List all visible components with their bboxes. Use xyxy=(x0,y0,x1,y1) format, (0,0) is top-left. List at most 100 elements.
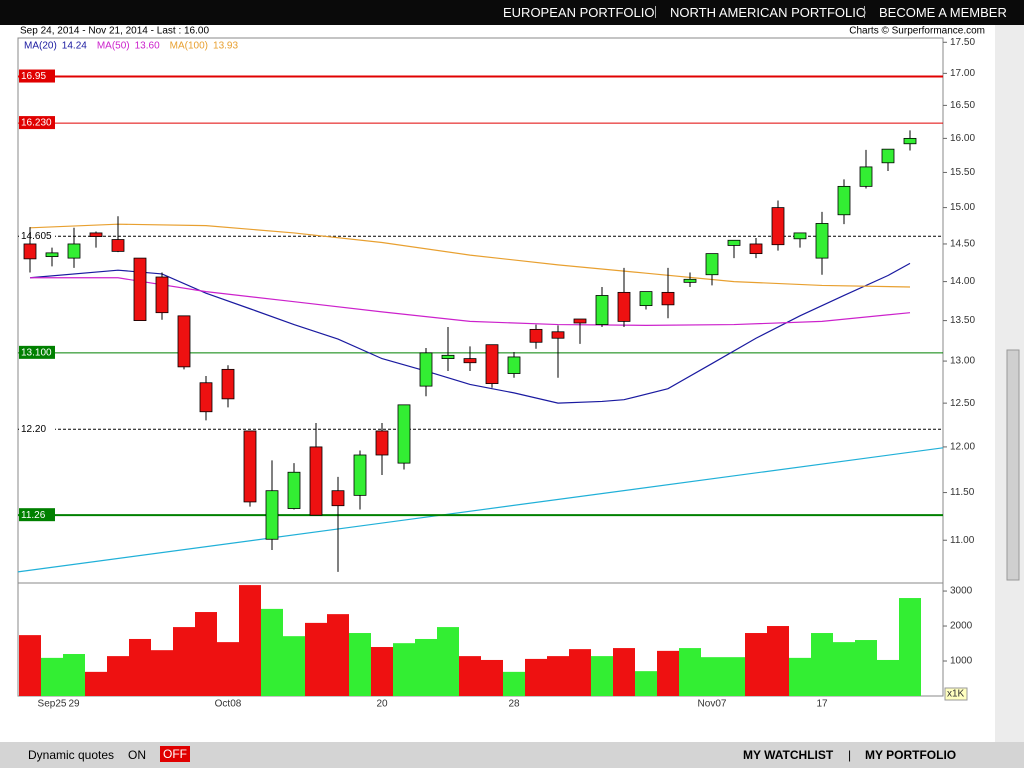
volume-bar xyxy=(877,659,899,696)
volume-bar xyxy=(547,656,569,696)
candle-body xyxy=(727,239,741,246)
candle-body xyxy=(815,223,829,259)
chart: Sep 24, 2014 - Nov 21, 2014 - Last : 16.… xyxy=(17,25,1024,742)
volume-bar xyxy=(679,648,701,696)
candle-body xyxy=(199,382,213,413)
separator: | xyxy=(848,748,852,762)
candle-body xyxy=(683,278,697,283)
candle-body xyxy=(67,243,81,259)
candle-body xyxy=(507,356,521,374)
y-tick-label: 14.50 xyxy=(950,239,975,250)
top-bar: EUROPEAN PORTFOLIO NORTH AMERICAN PORTFO… xyxy=(0,0,1024,25)
candle-body xyxy=(661,291,675,306)
candle-body xyxy=(375,430,389,456)
footer-link[interactable]: MY PORTFOLIO xyxy=(865,748,957,762)
volume-bar xyxy=(415,638,437,696)
candle-body xyxy=(793,232,807,240)
level-box xyxy=(19,508,55,522)
volume-bar xyxy=(899,598,921,696)
candle-body xyxy=(441,354,455,360)
x-tick-label: Nov07 xyxy=(698,699,727,710)
candle-body xyxy=(837,185,851,216)
price-panel xyxy=(17,37,944,584)
level-label: 16.95 xyxy=(21,71,46,82)
candle-body xyxy=(705,253,719,276)
candle-body xyxy=(177,315,191,368)
volume-bar xyxy=(173,627,195,696)
candle-body xyxy=(903,137,917,145)
toggle-on[interactable]: ON xyxy=(128,748,146,762)
y-tick-label: 11.00 xyxy=(950,535,975,546)
volume-bar xyxy=(745,633,767,696)
volume-bar xyxy=(569,649,591,696)
candle-body xyxy=(331,490,345,507)
volume-bar xyxy=(855,640,877,696)
candle-body xyxy=(419,352,433,387)
volume-bar xyxy=(261,608,283,696)
volume-bar xyxy=(503,671,525,696)
volume-bar xyxy=(217,642,239,696)
y-tick-label: 12.50 xyxy=(950,398,975,409)
y-tick-label: 16.00 xyxy=(950,133,975,144)
volume-bar xyxy=(833,642,855,696)
volume-bar xyxy=(635,671,657,696)
x-tick-label: 20 xyxy=(376,699,388,710)
x-tick-label: Sep25 xyxy=(38,699,67,710)
y-tick-label: 17.50 xyxy=(950,37,975,48)
y-tick-label: 13.50 xyxy=(950,315,975,326)
volume-bar xyxy=(789,657,811,696)
volume-bar xyxy=(481,659,503,696)
volume-bar xyxy=(657,650,679,696)
volume-bar xyxy=(41,657,63,696)
y-tick-label: 1000 xyxy=(950,656,973,667)
candle-body xyxy=(221,368,235,400)
level-box xyxy=(19,229,55,243)
candle-body xyxy=(551,331,565,339)
volume-bar xyxy=(85,671,107,696)
candle-body xyxy=(617,291,631,322)
volume-bar xyxy=(613,648,635,696)
y-tick-label: 15.00 xyxy=(950,202,975,213)
nav-link[interactable]: EUROPEAN PORTFOLIO xyxy=(503,5,655,20)
volume-bar xyxy=(107,656,129,696)
candle-body xyxy=(749,243,763,255)
bottom-bar: Dynamic quotes ON OFF MY WATCHLIST | MY … xyxy=(0,742,1024,768)
y-tick-label: 17.00 xyxy=(950,68,975,79)
level-box xyxy=(19,116,55,130)
candle-body xyxy=(573,318,587,324)
toggle-off[interactable]: OFF xyxy=(160,746,190,762)
candle-body xyxy=(111,239,125,252)
candle-body xyxy=(595,295,609,325)
x-tick-label: 29 xyxy=(68,699,80,710)
level-box xyxy=(19,422,55,436)
candle-body xyxy=(155,276,169,314)
footer-link[interactable]: MY WATCHLIST xyxy=(743,748,834,762)
volume-bar xyxy=(371,647,393,696)
candle-body xyxy=(639,291,653,307)
nav-link[interactable]: NORTH AMERICAN PORTFOLIO xyxy=(670,5,866,20)
unit-box xyxy=(944,687,968,701)
volume-bar xyxy=(19,635,41,696)
volume-bar xyxy=(305,622,327,696)
candle-body xyxy=(287,471,301,509)
scroll-thumb[interactable] xyxy=(1006,349,1020,581)
volume-bar xyxy=(283,636,305,696)
legend-value: 13.60 xyxy=(135,41,160,52)
level-label: 16.230 xyxy=(21,118,52,129)
credit: Charts © Surperformance.com xyxy=(849,26,985,37)
candle-body xyxy=(881,148,895,164)
nav-link[interactable]: BECOME A MEMBER xyxy=(879,5,1007,20)
level-label: 14.605 xyxy=(21,231,52,242)
ma-line xyxy=(29,223,911,288)
legend-name: MA(50) xyxy=(97,41,130,52)
level-label: 11.26 xyxy=(21,510,46,521)
candle-body xyxy=(309,446,323,516)
volume-bar xyxy=(151,650,173,696)
legend-value: 14.24 xyxy=(62,41,87,52)
volume-bar xyxy=(591,656,613,696)
y-tick-label: 12.00 xyxy=(950,442,975,453)
candle-body xyxy=(771,207,785,246)
candle-body xyxy=(463,358,477,364)
unit-label: x1K xyxy=(947,689,965,700)
y-tick-label: 16.50 xyxy=(950,100,975,111)
